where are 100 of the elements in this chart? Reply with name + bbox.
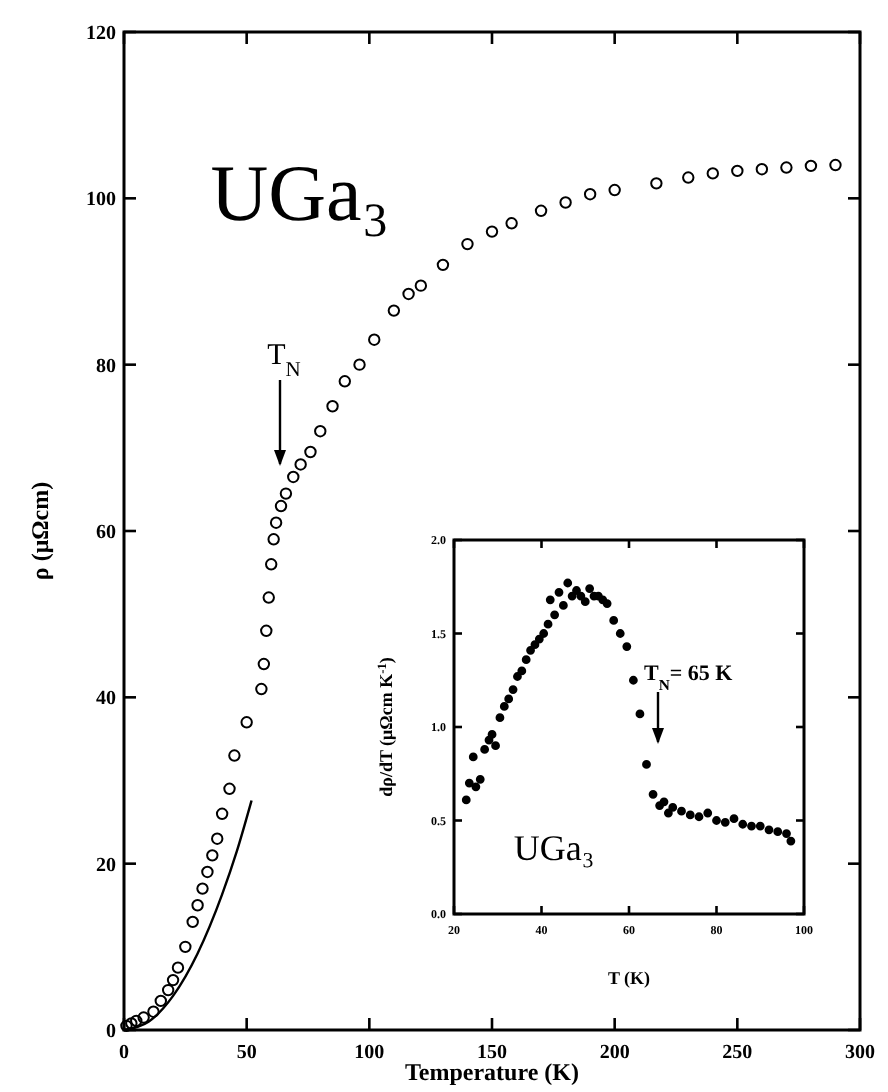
point	[747, 821, 756, 831]
x-tick-label: 100	[354, 1042, 385, 1064]
point	[215, 807, 229, 820]
point	[517, 666, 527, 676]
y-tick-label: 100	[86, 189, 116, 212]
point	[495, 713, 505, 723]
point	[161, 983, 175, 997]
point	[764, 825, 774, 835]
point	[223, 782, 236, 796]
point	[642, 760, 651, 769]
y-tick-label: 80	[96, 355, 116, 378]
y-tick-label: 0	[106, 1021, 116, 1043]
point	[471, 782, 481, 792]
point	[703, 808, 713, 818]
point	[804, 159, 818, 173]
y-tick-label: 40	[96, 688, 116, 711]
point	[521, 655, 531, 665]
point	[130, 1014, 143, 1028]
point	[550, 610, 560, 620]
point	[387, 304, 401, 317]
point	[508, 685, 518, 694]
point	[554, 587, 564, 597]
point	[738, 819, 748, 829]
point	[539, 629, 549, 638]
point	[773, 827, 783, 837]
point	[572, 586, 581, 595]
point	[147, 1005, 160, 1018]
point	[622, 642, 632, 651]
point	[314, 425, 327, 438]
point	[166, 973, 180, 987]
point	[368, 333, 381, 346]
point	[211, 832, 224, 845]
point	[179, 940, 192, 954]
x-tick-label: 250	[722, 1042, 753, 1064]
point	[720, 817, 730, 827]
point	[786, 836, 796, 846]
point	[240, 716, 253, 729]
point	[491, 741, 500, 751]
point	[505, 217, 518, 230]
point	[191, 899, 204, 912]
point	[257, 657, 271, 671]
point	[694, 812, 704, 822]
point	[685, 810, 695, 820]
point	[829, 158, 842, 172]
point	[755, 821, 765, 831]
point	[294, 458, 307, 471]
x-tick-label: 200	[599, 1042, 630, 1064]
point	[287, 470, 300, 484]
point	[326, 400, 339, 413]
point	[635, 709, 645, 719]
point	[576, 591, 586, 601]
point	[274, 499, 288, 513]
point	[196, 882, 209, 895]
point	[648, 789, 658, 799]
point	[706, 167, 719, 180]
point	[534, 634, 544, 644]
x-axis-title: Temperature (K)	[405, 1058, 579, 1086]
annotation: UGa₃	[513, 828, 595, 868]
point	[628, 675, 638, 685]
x-tick-label: 50	[236, 1042, 257, 1064]
point	[583, 187, 597, 201]
point	[677, 806, 686, 816]
point	[154, 994, 167, 1008]
y-axis-title: ρ (μΩcm)	[26, 481, 54, 581]
point	[545, 595, 555, 605]
point	[530, 640, 540, 650]
point	[267, 533, 280, 546]
point	[504, 694, 514, 704]
point	[304, 445, 317, 459]
point	[543, 619, 553, 629]
point	[487, 730, 497, 739]
point	[782, 829, 791, 838]
point	[585, 584, 595, 594]
point	[137, 1011, 150, 1024]
y-tick-label: 20	[96, 854, 116, 877]
point	[468, 752, 478, 762]
annotation: UGa₃	[210, 148, 390, 238]
point	[668, 803, 678, 812]
point	[682, 171, 695, 184]
point	[780, 161, 793, 174]
point	[513, 672, 522, 681]
point	[475, 774, 485, 784]
y-tick-label: 120	[86, 23, 116, 45]
point	[262, 591, 275, 604]
point	[650, 177, 663, 190]
point	[755, 163, 769, 176]
y-tick-label: 60	[96, 522, 116, 544]
point	[353, 358, 366, 371]
point	[499, 702, 509, 711]
point	[559, 196, 572, 209]
point	[485, 225, 499, 238]
annotation: T$_{N}$= 65 K	[644, 662, 734, 693]
point	[608, 183, 621, 197]
point	[402, 287, 415, 301]
point	[534, 204, 548, 218]
point	[659, 797, 669, 807]
point	[338, 375, 351, 388]
point	[712, 816, 721, 825]
point	[461, 795, 471, 805]
point	[729, 814, 739, 824]
